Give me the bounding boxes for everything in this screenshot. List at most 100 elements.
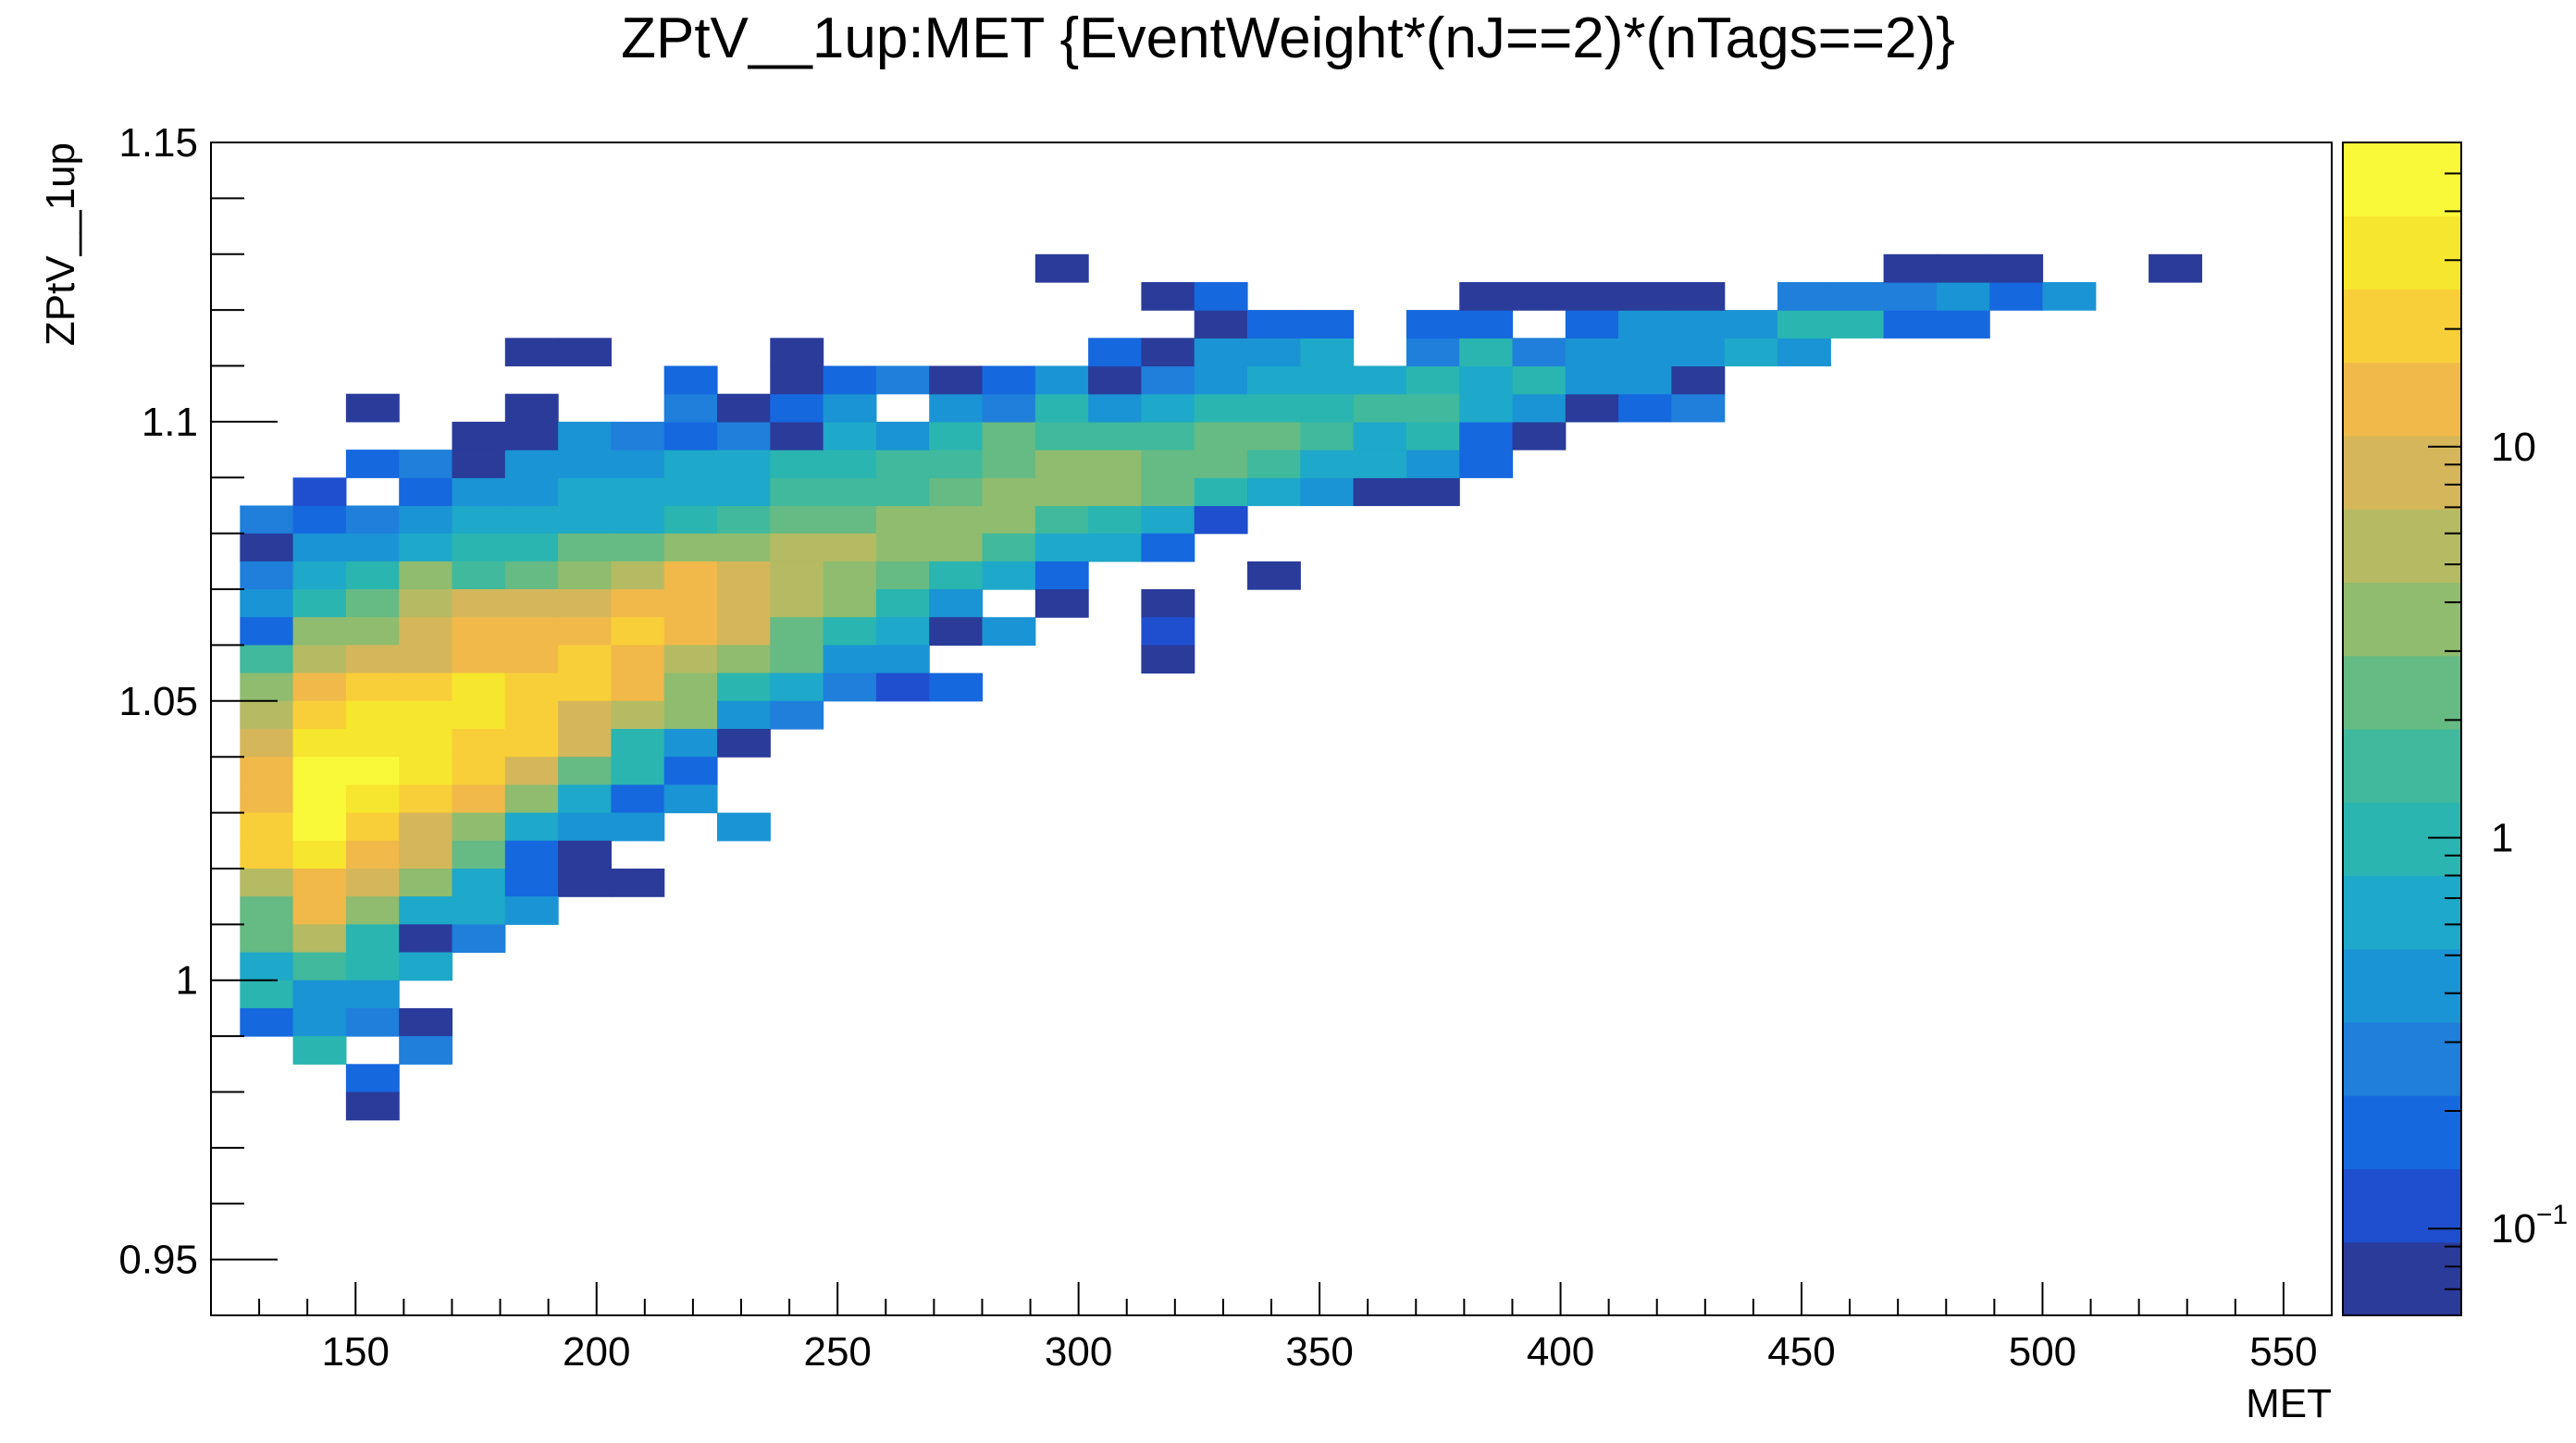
- heatmap-cell: [717, 533, 771, 562]
- heatmap-cell: [823, 393, 877, 423]
- heatmap-cell: [345, 757, 400, 785]
- colorbar-frame: [2342, 142, 2462, 1316]
- heatmap-cell: [1671, 393, 1726, 423]
- heatmap-cell: [982, 617, 1036, 646]
- heatmap-cell: [558, 561, 612, 590]
- heatmap-cell: [770, 533, 824, 562]
- y-tick-label: 0.95: [118, 1238, 198, 1283]
- heatmap-cell: [1034, 450, 1089, 478]
- heatmap-cell: [1034, 393, 1089, 423]
- heatmap-cell: [611, 561, 665, 590]
- heatmap-cell: [292, 869, 347, 897]
- heatmap-cell: [611, 757, 665, 785]
- heatmap-cell: [240, 561, 294, 590]
- heatmap-cell: [452, 924, 506, 954]
- colorbar-tick-label: 10−1: [2491, 1200, 2568, 1252]
- heatmap-cell: [1459, 338, 1514, 367]
- heatmap-cell: [823, 505, 877, 535]
- heatmap-cell: [770, 589, 824, 618]
- heatmap-cell: [558, 757, 612, 785]
- heatmap-cell: [399, 924, 453, 954]
- heatmap-cell: [1406, 477, 1460, 507]
- heatmap-cell: [1459, 282, 1514, 311]
- heatmap-cell: [558, 700, 612, 730]
- heatmap-cell: [1565, 393, 1619, 423]
- heatmap-cell: [1883, 310, 1938, 339]
- heatmap-cell: [345, 980, 400, 1009]
- heatmap-cell: [558, 589, 612, 618]
- heatmap-cell: [452, 672, 506, 702]
- heatmap-cell: [875, 421, 930, 450]
- heatmap-cell: [504, 477, 559, 507]
- heatmap-cell: [1034, 589, 1089, 618]
- heatmap-cell: [611, 421, 665, 450]
- heatmap-cell: [982, 533, 1036, 562]
- heatmap-cell: [399, 450, 453, 478]
- heatmap-cell: [292, 589, 347, 618]
- heatmap-cell: [1300, 338, 1355, 367]
- heatmap-cell: [982, 365, 1036, 395]
- heatmap-cell: [504, 421, 559, 450]
- heatmap-cell: [770, 700, 824, 730]
- heatmap-cell: [399, 589, 453, 618]
- heatmap-cell: [717, 450, 771, 478]
- heatmap-cell: [399, 757, 453, 785]
- heatmap-cell: [717, 645, 771, 674]
- heatmap-cell: [504, 812, 559, 842]
- heatmap-cell: [611, 589, 665, 618]
- heatmap-cell: [399, 700, 453, 730]
- colorbar-segment: [2343, 436, 2461, 510]
- heatmap-cell: [345, 784, 400, 814]
- x-axis-label: MET: [2246, 1381, 2332, 1426]
- colorbar-segment: [2343, 1241, 2461, 1316]
- heatmap-cell: [717, 700, 771, 730]
- heatmap-cell: [875, 589, 930, 618]
- heatmap-cell: [1034, 477, 1089, 507]
- heatmap-cell: [770, 505, 824, 535]
- heatmap-cell: [1141, 450, 1195, 478]
- heatmap-cell: [823, 617, 877, 646]
- heatmap-cell: [558, 421, 612, 450]
- heatmap-cell: [1777, 310, 1831, 339]
- heatmap-cell: [292, 840, 347, 870]
- heatmap-cell: [663, 645, 718, 674]
- heatmap-cell: [345, 896, 400, 925]
- x-tick-label: 250: [803, 1329, 871, 1375]
- heatmap-cell: [1618, 365, 1672, 395]
- heatmap-cell: [1565, 338, 1619, 367]
- heatmap-cell: [1671, 338, 1726, 367]
- heatmap-cell: [929, 421, 984, 450]
- heatmap-cell: [399, 729, 453, 758]
- x-tick-label: 400: [1527, 1329, 1594, 1375]
- heatmap-cell: [558, 617, 612, 646]
- heatmap-cell: [452, 896, 506, 925]
- heatmap-cell: [399, 505, 453, 535]
- heatmap-cell: [929, 477, 984, 507]
- heatmap-cell: [1459, 393, 1514, 423]
- heatmap-cell: [452, 784, 506, 814]
- heatmap-cell: [1671, 282, 1726, 311]
- heatmap-cell: [1300, 310, 1355, 339]
- heatmap-cell: [1247, 561, 1301, 590]
- heatmap-cell: [929, 617, 984, 646]
- heatmap-cell: [399, 812, 453, 842]
- heatmap-cell: [452, 812, 506, 842]
- heatmap-cell: [982, 477, 1036, 507]
- heatmap-cell: [292, 505, 347, 535]
- heatmap-cell: [611, 617, 665, 646]
- heatmap-cell: [399, 617, 453, 646]
- colorbar-segment: [2343, 1168, 2461, 1243]
- heatmap-cell: [611, 645, 665, 674]
- heatmap-cell: [663, 729, 718, 758]
- heatmap-cell: [823, 589, 877, 618]
- heatmap-cell: [1088, 505, 1142, 535]
- heatmap-cell: [1777, 282, 1831, 311]
- heatmap-cell: [345, 533, 400, 562]
- heatmap-cell: [240, 672, 294, 702]
- heatmap-cell: [1194, 505, 1248, 535]
- heatmap-cell: [663, 365, 718, 395]
- heatmap-cell: [1353, 365, 1407, 395]
- y-axis-label: ZPtV__1up: [38, 142, 83, 346]
- heatmap-cell: [929, 505, 984, 535]
- heatmap-cell: [1512, 393, 1567, 423]
